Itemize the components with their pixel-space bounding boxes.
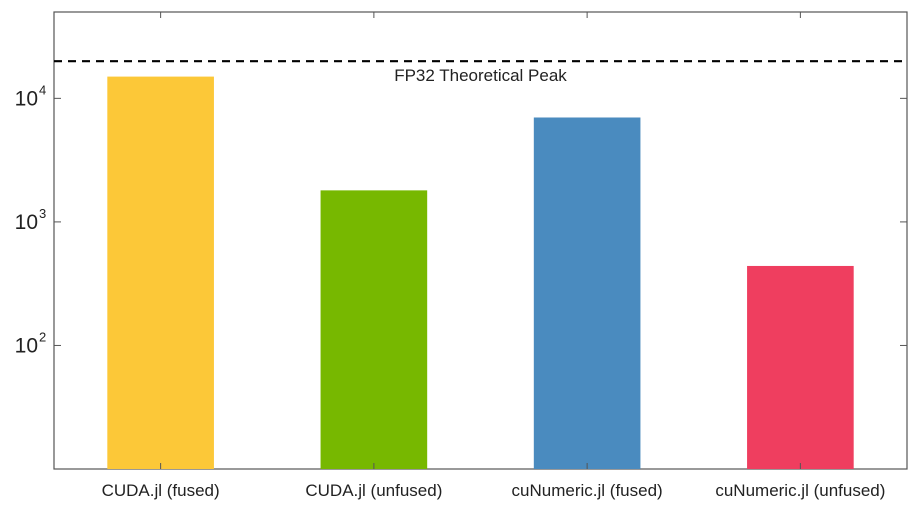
bar-1 [320, 190, 428, 470]
x-tick-label: cuNumeric.jl (unfused) [715, 481, 885, 500]
y-tick-exponent: 3 [39, 206, 46, 221]
reference-layer: FP32 Theoretical Peak [54, 60, 907, 85]
y-tick-exponent: 2 [39, 329, 46, 344]
bar-0 [107, 76, 214, 469]
y-tick-label: 10 [15, 211, 38, 234]
x-tick-label: CUDA.jl (unfused) [305, 481, 442, 500]
y-tick-label: 10 [15, 334, 38, 357]
bar-2 [533, 117, 641, 470]
ticks-layer: CUDA.jl (fused) CUDA.jl (unfused) cuNumeri… [15, 12, 907, 500]
theoretical-peak-label: FP32 Theoretical Peak [394, 66, 567, 85]
x-tick-label: cuNumeric.jl (fused) [512, 481, 663, 500]
bars-layer [107, 76, 854, 470]
y-tick-exponent: 4 [39, 82, 46, 97]
y-tick-label: 10 [15, 87, 38, 110]
plot-frame [53, 11, 908, 470]
x-tick-label: CUDA.jl (fused) [102, 481, 220, 500]
bar-3 [747, 265, 854, 469]
